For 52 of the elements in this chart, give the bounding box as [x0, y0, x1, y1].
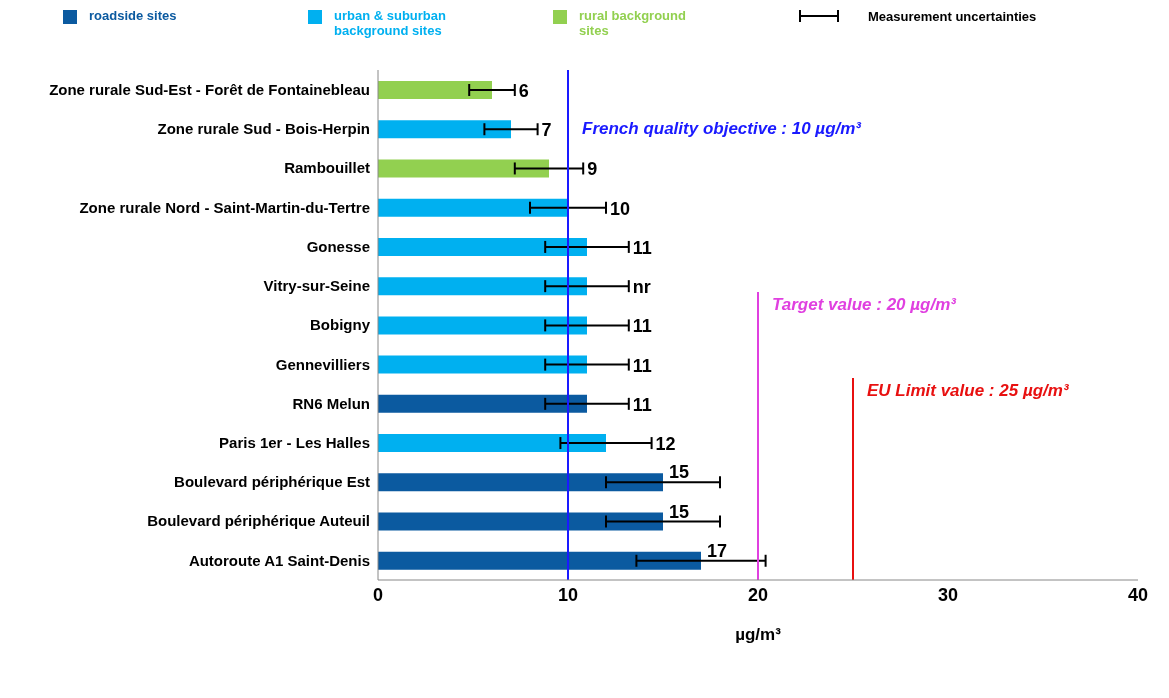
- legend-label: urban & suburban background sites: [334, 8, 447, 38]
- data-label: 17: [707, 540, 728, 561]
- y-tick-label: Zone rurale Sud - Bois-Herpin: [157, 120, 370, 138]
- bar: [378, 159, 549, 178]
- y-tick-label: Zone rurale Nord - Saint-Martin-du-Tertre: [79, 198, 370, 216]
- data-label: 7: [541, 120, 552, 141]
- y-tick-label: Vitry-sur-Seine: [263, 277, 370, 295]
- data-label: 10: [610, 198, 631, 219]
- data-label: 11: [632, 355, 652, 376]
- ref-line-label: Target value : 20 µg/m³: [772, 295, 958, 314]
- x-tick-label: 0: [372, 584, 384, 605]
- data-label: 12: [655, 434, 676, 455]
- bar: [378, 551, 701, 570]
- y-tick-label: RN6 Melun: [292, 394, 370, 412]
- y-tick-label: Bobigny: [310, 316, 371, 334]
- data-label: 6: [518, 81, 529, 101]
- bar: [378, 198, 568, 217]
- x-axis-title: µg/m³: [735, 625, 782, 644]
- x-tick-label: 30: [937, 584, 959, 605]
- y-tick-label: Gennevilliers: [275, 355, 370, 373]
- ref-line-label: French quality objective : 10 µg/m³: [582, 119, 863, 138]
- text: Measurement uncertainties: [868, 8, 1037, 24]
- y-tick-label: Boulevard périphérique Est: [174, 473, 370, 491]
- y-tick-label: Paris 1er - Les Halles: [219, 434, 370, 452]
- bar: [378, 316, 587, 335]
- legend-label: roadside sites: [89, 8, 178, 23]
- data-label: 11: [632, 394, 652, 415]
- bar: [378, 81, 492, 99]
- y-tick-label: Zone rurale Sud-Est - Forêt de Fontainebleau: [49, 80, 370, 98]
- data-label: 15: [669, 462, 690, 483]
- y-tick-label: Gonesse: [306, 237, 370, 255]
- x-tick-label: 10: [557, 584, 579, 605]
- bar: [378, 237, 587, 256]
- data-label: 9: [587, 159, 598, 180]
- bar: [378, 512, 663, 531]
- data-label: 11: [632, 237, 652, 258]
- y-tick-label: Boulevard périphérique Auteuil: [147, 512, 370, 530]
- bar: [378, 277, 587, 296]
- bar: [378, 120, 511, 139]
- bar: [378, 394, 587, 413]
- data-label: nr: [632, 277, 651, 298]
- legend-label: rural background sites: [579, 8, 687, 38]
- y-tick-label: Autoroute A1 Saint-Denis: [188, 551, 370, 569]
- y-tick-label: Rambouillet: [284, 159, 370, 177]
- x-tick-label: 20: [747, 584, 769, 605]
- x-tick-label: 40: [1127, 584, 1149, 605]
- ref-line-label: EU Limit value : 25 µg/m³: [867, 381, 1070, 400]
- bar: [378, 434, 606, 453]
- bar: [378, 355, 587, 374]
- bar: [378, 473, 663, 492]
- data-label: 11: [632, 316, 652, 337]
- data-label: 15: [669, 501, 690, 522]
